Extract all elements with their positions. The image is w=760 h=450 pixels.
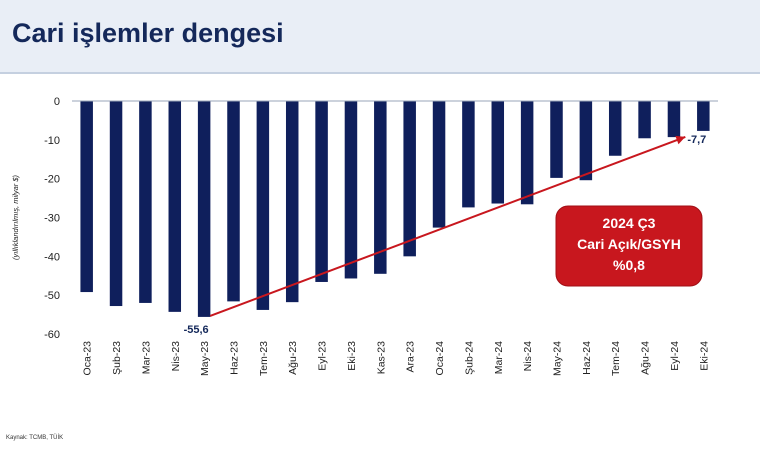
bar [197, 101, 211, 317]
x-tick-label: Mar-23 [140, 341, 152, 374]
x-tick-label: Eki-24 [698, 341, 710, 371]
bar [168, 101, 182, 312]
page-title: Cari işlemler dengesi [12, 18, 284, 48]
callout-line: 2024 Ç3 [603, 215, 656, 231]
trend-arrow-head [675, 135, 686, 145]
y-tick-label: -20 [44, 174, 60, 186]
bar [227, 101, 240, 302]
bar [608, 101, 622, 156]
callout-box [555, 205, 703, 287]
x-tick-label: Nis-24 [522, 341, 534, 372]
x-tick-label: Oca-24 [434, 341, 446, 376]
y-tick-label: -40 [44, 251, 60, 263]
bar [109, 101, 123, 307]
x-tick-label: Şub-23 [111, 341, 123, 375]
bar [403, 101, 416, 257]
x-tick-label: Tem-24 [610, 341, 622, 376]
bar [462, 101, 475, 208]
latest-value-label: -7,7 [687, 134, 706, 146]
bar [344, 101, 358, 279]
bar [374, 101, 387, 274]
bar [550, 101, 563, 178]
x-tick-label: Ara-23 [405, 341, 417, 373]
current-account-bar-chart: 0 -10 -20 -30 -40 -50 -60 (yıllıklandırılmış, m… [11, 96, 718, 376]
y-tick-label: 0 [54, 96, 60, 108]
y-tick-label: -30 [44, 213, 60, 225]
x-tick-label: Nis-23 [170, 341, 182, 372]
source-note: Kaynak: TCMB, TÜİK [6, 435, 64, 441]
y-tick-label: -50 [44, 290, 60, 302]
bar [256, 101, 270, 310]
bar [638, 101, 651, 139]
x-tick-label: Eyl-24 [669, 341, 681, 371]
x-tick-label: Kas-23 [375, 341, 387, 374]
bar [139, 101, 152, 303]
bar [491, 101, 505, 204]
bar [315, 101, 328, 282]
bar [80, 101, 93, 293]
x-tick-label: Mar-24 [493, 341, 505, 374]
x-tick-label: Eyl-23 [317, 341, 329, 371]
x-tick-label: May-24 [552, 341, 564, 376]
bar [579, 101, 593, 181]
bar [520, 101, 534, 205]
x-tick-label: May-23 [199, 341, 211, 376]
x-tick-label: Tem-23 [258, 341, 270, 376]
title-banner: Cari işlemler dengesi [0, 0, 760, 74]
callout-line: %0,8 [613, 257, 645, 273]
y-tick-label: -60 [44, 329, 60, 341]
bar [285, 101, 299, 303]
y-axis-label: (yıllıklandırılmış, milyar $) [11, 174, 20, 260]
bar [697, 101, 710, 131]
x-tick-label: Ağu-23 [287, 341, 299, 375]
callout-line: Cari Açık/GSYH [577, 236, 681, 252]
bar [432, 101, 446, 228]
x-tick-label: Oca-23 [82, 341, 94, 376]
x-tick-label: Ağu-24 [640, 341, 652, 375]
y-tick-label: -10 [44, 135, 60, 147]
x-tick-label: Şub-24 [463, 341, 475, 375]
x-tick-label: Haz-24 [581, 341, 593, 375]
trend-arrow-line [209, 135, 686, 317]
bar [667, 101, 681, 138]
min-value-label: -55,6 [184, 324, 209, 336]
x-tick-label: Haz-23 [229, 341, 241, 375]
x-tick-label: Eki-23 [346, 341, 358, 371]
